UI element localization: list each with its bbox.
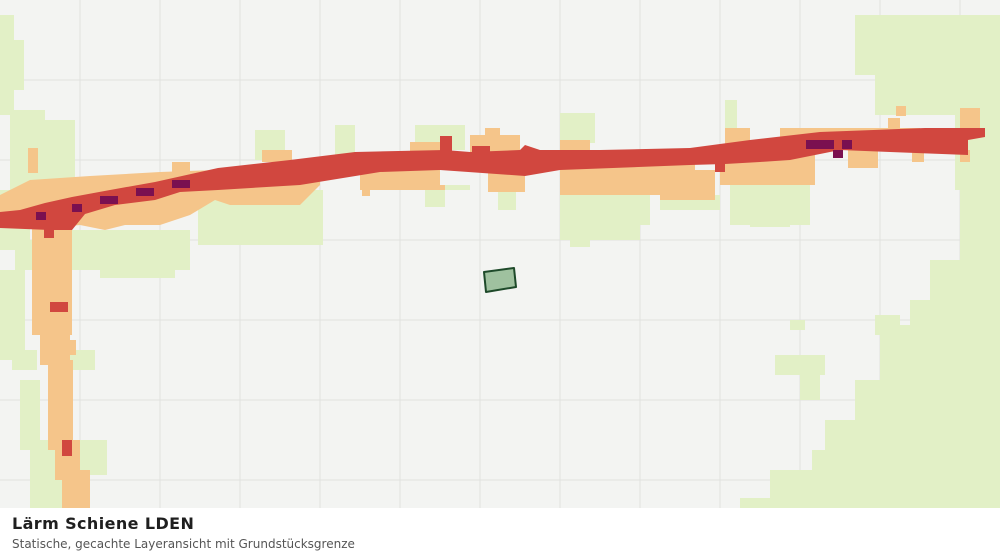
noise-zone-high (0, 128, 985, 456)
parcel-boundary[interactable] (483, 267, 517, 293)
noise-zone-very-high (36, 140, 852, 220)
noise-zone-medium (0, 106, 980, 508)
map-title: Lärm Schiene LDEN (12, 514, 195, 533)
map-subtitle: Statische, gecachte Layeransicht mit Gru… (12, 537, 355, 551)
map-caption: Lärm Schiene LDEN Statische, gecachte La… (0, 508, 1000, 560)
